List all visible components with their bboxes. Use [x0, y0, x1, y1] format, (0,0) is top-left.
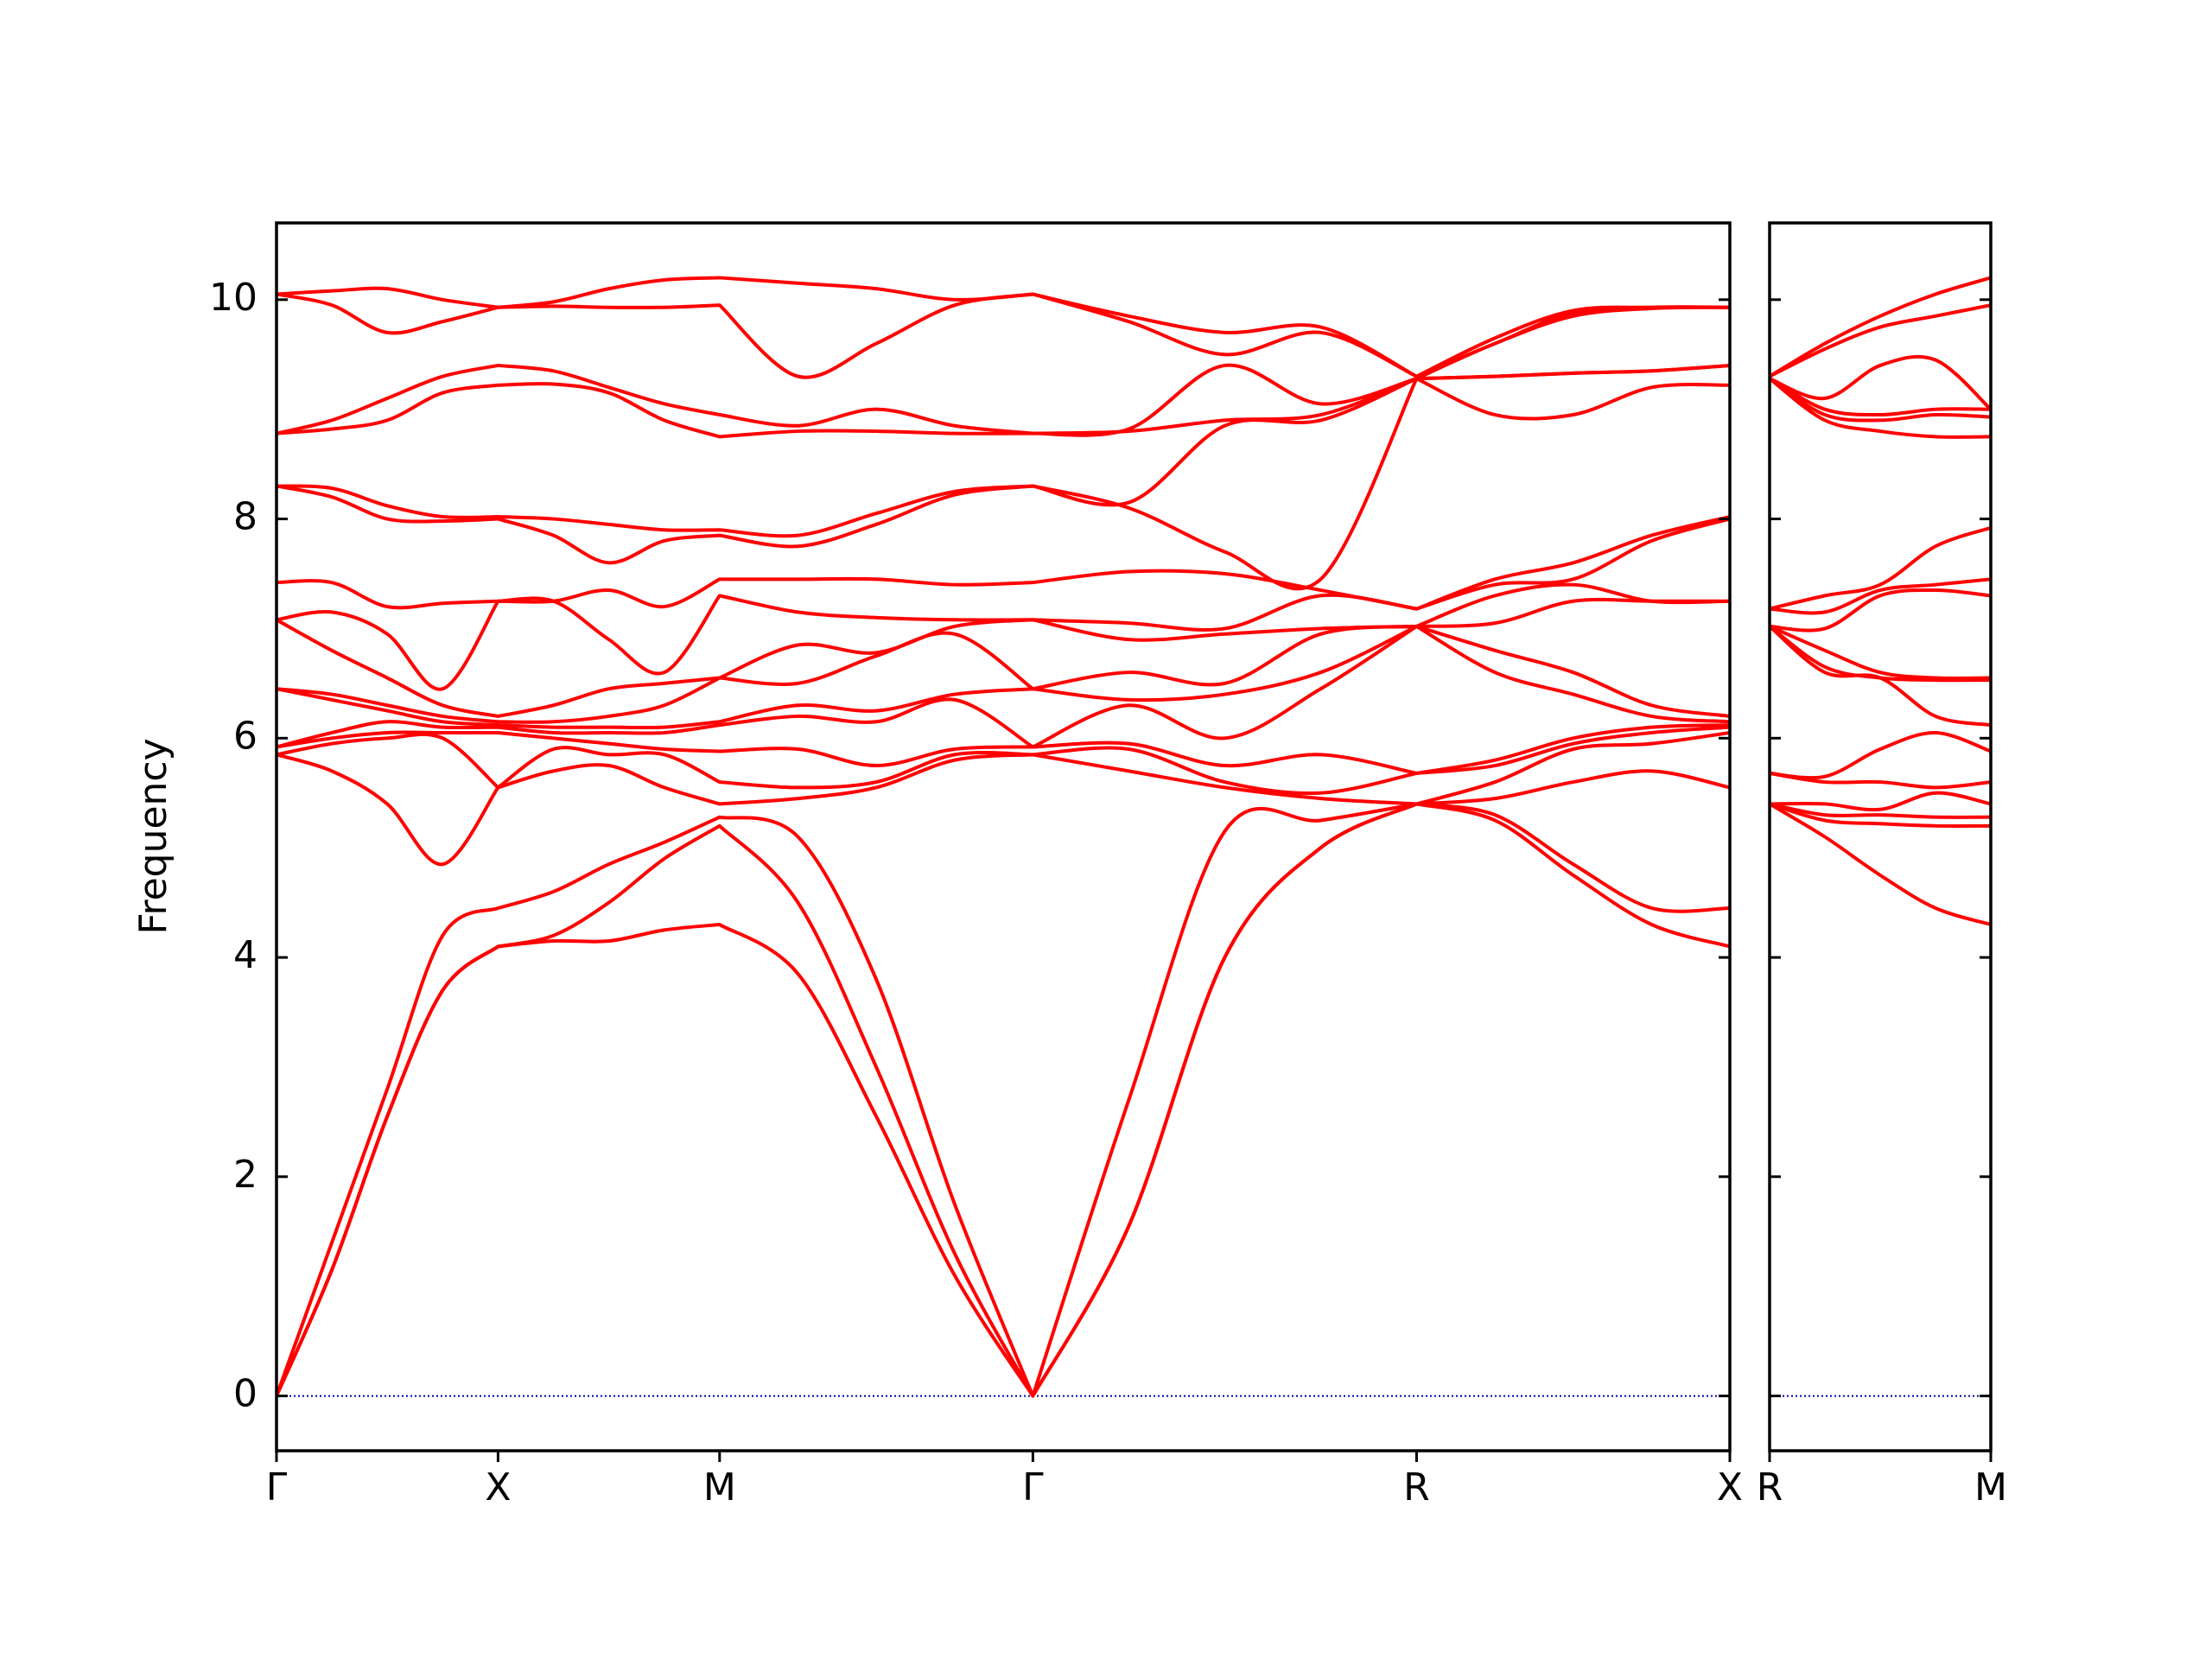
band-line — [1770, 588, 1991, 632]
x-tick-label: R — [1757, 1465, 1783, 1510]
band-line — [276, 515, 1730, 611]
plot-frame — [1768, 221, 1993, 1452]
band-line — [1770, 577, 1991, 615]
band-line — [276, 624, 1730, 730]
band-line — [276, 725, 1730, 796]
bands — [276, 276, 1730, 1398]
band-line — [1770, 303, 1991, 378]
x-tick-label: X — [1717, 1465, 1743, 1510]
band-line — [276, 769, 1730, 1398]
band-line — [276, 802, 1730, 1398]
x-tick-label: R — [1403, 1465, 1430, 1510]
band-line — [276, 363, 1730, 538]
band-line — [1770, 525, 1991, 611]
band-line — [276, 723, 1730, 775]
plot-frame — [275, 221, 1732, 1452]
band-line — [1770, 377, 1991, 417]
band-line — [1770, 730, 1991, 780]
band-line — [1770, 625, 1991, 683]
band-line — [1770, 377, 1991, 423]
x-tick-label: M — [1974, 1465, 2007, 1510]
y-tick-label: 4 — [233, 933, 257, 977]
x-tick-label: Γ — [266, 1465, 288, 1510]
band-line — [1770, 377, 1991, 439]
band-line — [276, 730, 1730, 867]
band-line — [1770, 791, 1991, 812]
x-tick-label: M — [703, 1465, 736, 1510]
band-line — [1770, 802, 1991, 926]
band-line — [1770, 771, 1991, 790]
band-line — [276, 276, 1730, 378]
band-line — [276, 517, 1730, 691]
band-line — [276, 582, 1730, 718]
y-tick-label: 10 — [209, 276, 257, 320]
band-line — [276, 624, 1730, 749]
band-line — [276, 597, 1730, 724]
band-line — [1770, 276, 1991, 378]
y-tick-label: 0 — [233, 1372, 257, 1416]
band-line — [1770, 802, 1991, 819]
x-tick-label: Γ — [1022, 1465, 1044, 1510]
y-tick-label: 6 — [233, 714, 257, 758]
band-line — [1770, 802, 1991, 829]
band-line — [276, 377, 1730, 591]
bands — [1770, 276, 1991, 926]
band-line — [276, 292, 1730, 379]
band-line — [276, 363, 1730, 439]
y-tick-label: 2 — [233, 1153, 257, 1197]
band-line — [1770, 625, 1991, 681]
band-line — [1770, 354, 1991, 411]
x-tick-label: X — [485, 1465, 511, 1510]
y-axis-label: Frequency — [131, 738, 175, 934]
band-line — [276, 802, 1730, 1398]
y-tick-label: 8 — [233, 495, 257, 539]
